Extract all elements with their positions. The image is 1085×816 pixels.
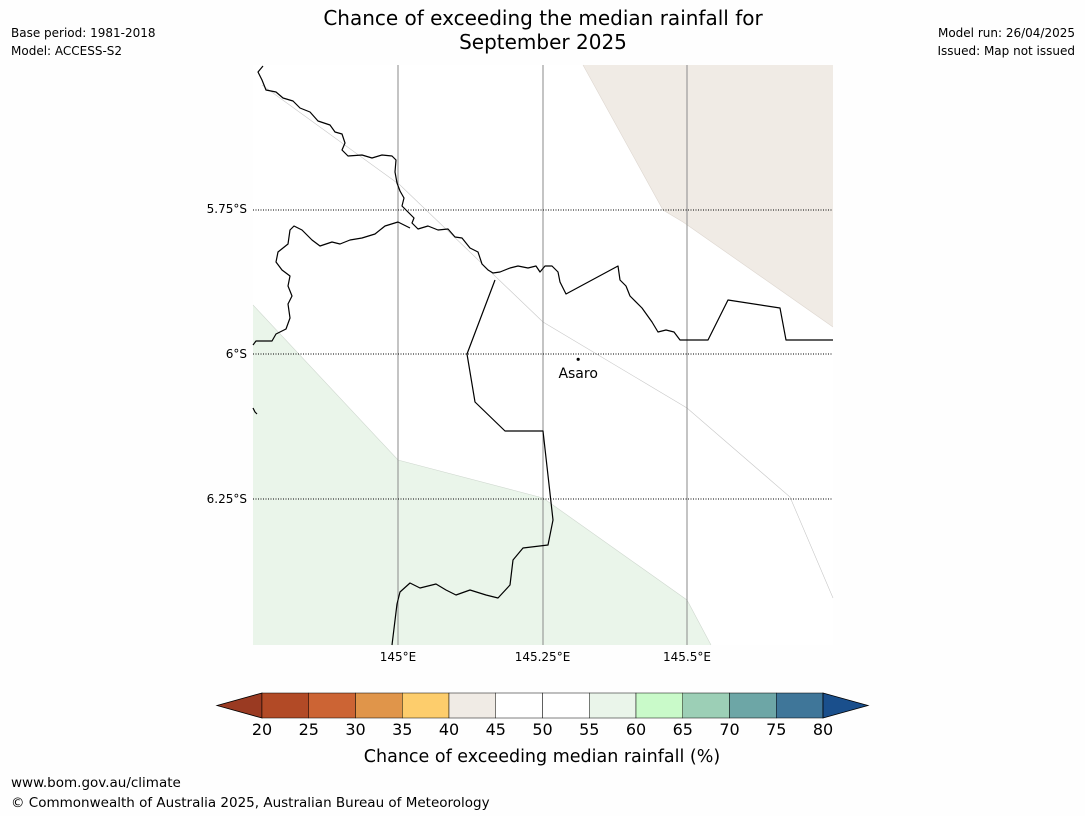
map-panel: Asaro xyxy=(252,64,834,646)
boundary-west-stub xyxy=(252,407,258,415)
colorbar-tick-label: 20 xyxy=(252,720,272,739)
longitude-label: 145°E xyxy=(380,650,417,664)
footer-copyright: © Commonwealth of Australia 2025, Austra… xyxy=(11,795,490,811)
region-55-60 xyxy=(253,305,711,645)
latitude-label: 6°S xyxy=(226,347,247,361)
boundary-north xyxy=(257,65,833,341)
colorbar-segment xyxy=(682,692,730,719)
place-marker xyxy=(576,357,580,361)
title-line-2: September 2025 xyxy=(459,30,627,54)
longitude-label: 145.5°E xyxy=(663,650,711,664)
colorbar-under-arrow xyxy=(215,692,263,719)
place-label: Asaro xyxy=(558,366,597,382)
colorbar-tick-label: 65 xyxy=(673,720,693,739)
map-title: Chance of exceeding the median rainfall … xyxy=(243,6,843,54)
meridian-lines xyxy=(397,65,688,645)
colorbar-tick-label: 55 xyxy=(579,720,599,739)
colorbar-tick-label: 50 xyxy=(532,720,552,739)
colorbar: 20 25 30 35 40 45 50 55 60 65 70 75 80 Chance of exce… xyxy=(215,692,870,767)
boundary-west xyxy=(252,221,411,346)
meta-left: Base period: 1981-2018 Model: ACCESS-S2 xyxy=(11,24,156,60)
colorbar-tick-label: 75 xyxy=(766,720,786,739)
colorbar-over-arrow xyxy=(822,692,870,719)
colorbar-tick-label: 45 xyxy=(486,720,506,739)
meta-right: Model run: 26/04/2025 Issued: Map not is… xyxy=(937,24,1075,60)
colorbar-tick-label: 35 xyxy=(392,720,412,739)
colorbar-segment xyxy=(635,692,683,719)
latitude-label: 6.25°S xyxy=(207,492,247,506)
colorbar-segment xyxy=(589,692,637,719)
parallel-lines xyxy=(253,209,833,500)
footer-url: www.bom.gov.au/climate xyxy=(11,775,181,791)
colorbar-segment xyxy=(495,692,543,719)
colorbar-segment xyxy=(448,692,496,719)
latitude-labels: 5.75°S 6°S 6.25°S xyxy=(207,202,247,506)
colorbar-tick-label: 70 xyxy=(719,720,739,739)
region-edge-line xyxy=(582,64,834,328)
longitude-label: 145.25°E xyxy=(515,650,571,664)
colorbar-segment xyxy=(261,692,309,719)
places-layer: Asaro xyxy=(558,357,598,382)
colorbar-segment xyxy=(402,692,450,719)
longitude-labels: 145°E 145.25°E 145.5°E xyxy=(380,650,711,664)
latitude-label: 5.75°S xyxy=(207,202,247,216)
province-boundaries xyxy=(252,65,833,646)
boundary-central xyxy=(391,279,554,646)
colorbar-tick-label: 80 xyxy=(813,720,833,739)
region-40-45 xyxy=(583,65,833,327)
model-run: Model run: 26/04/2025 xyxy=(937,26,1075,40)
issued-status: Issued: Map not issued xyxy=(937,44,1075,58)
base-period: Base period: 1981-2018 xyxy=(11,26,156,40)
colorbar-tick-label: 25 xyxy=(299,720,319,739)
colorbar-title: Chance of exceeding median rainfall (%) xyxy=(364,747,720,767)
colorbar-tick-label: 60 xyxy=(626,720,646,739)
colorbar-segment xyxy=(776,692,824,719)
colorbar-segment xyxy=(729,692,777,719)
colorbar-segment xyxy=(355,692,403,719)
title-line-1: Chance of exceeding the median rainfall … xyxy=(323,6,763,30)
colorbar-tick-label: 40 xyxy=(439,720,459,739)
colorbar-segment xyxy=(308,692,356,719)
colorbar-segment xyxy=(542,692,590,719)
model-name: Model: ACCESS-S2 xyxy=(11,44,123,58)
colorbar-tick-label: 30 xyxy=(345,720,365,739)
admin-boundary-line xyxy=(261,84,834,599)
